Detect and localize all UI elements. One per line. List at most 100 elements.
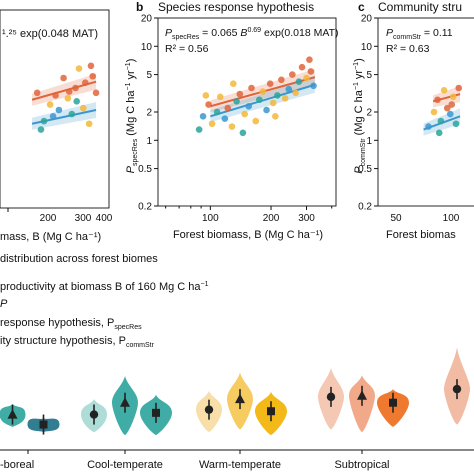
panel-c: c Community stru PcommStr = 0.11 R² = 0.… xyxy=(353,0,474,241)
panel-c-point xyxy=(452,120,460,128)
panel-b-point xyxy=(278,76,285,84)
panel-b-point xyxy=(216,93,224,101)
panel-b-xtick-label: 300 xyxy=(298,213,315,224)
panel-a-points xyxy=(33,62,100,133)
panel-a-point xyxy=(46,101,54,108)
panel-b-point xyxy=(289,71,296,78)
panel-b-point xyxy=(285,85,293,93)
panel-a: ¹.²⁵ exp(0.048 MAT) 200 300 400 mass, B … xyxy=(0,9,113,243)
panel-b-point xyxy=(263,106,270,114)
median-square-marker xyxy=(152,408,160,417)
panel-b-point xyxy=(202,92,210,99)
panel-a-point xyxy=(87,62,95,70)
panel-b: b Species response hypothesis PspecRes =… xyxy=(125,0,338,241)
panel-a-point xyxy=(33,89,41,97)
median-triangle-marker xyxy=(357,390,367,400)
panel-a-point xyxy=(68,110,76,118)
bottom-heading: distribution across forest biomes xyxy=(0,253,158,265)
panel-c-letter: c xyxy=(358,0,365,14)
panel-c-point xyxy=(446,110,454,118)
panel-b-ytick-label: 2 xyxy=(146,108,152,119)
violin-group-label: -boreal xyxy=(0,459,34,471)
median-circle-marker xyxy=(326,392,336,402)
panel-b-xtick-label: 100 xyxy=(202,213,219,224)
panel-c-point xyxy=(434,96,441,104)
panel-c-yticks: 0.2 0.5 1 2 5 10 20 xyxy=(358,14,378,213)
panel-c-ytick-label: 1 xyxy=(366,136,372,147)
panel-b-ytick-label: 20 xyxy=(141,14,153,25)
panel-c-point xyxy=(430,108,438,116)
violin-group-label: Warm-temperate xyxy=(199,459,281,471)
panel-a-xlabel: mass, B (Mg C ha⁻¹) xyxy=(0,231,101,243)
median-triangle-marker xyxy=(235,393,245,404)
panel-c-ytick-label: 2 xyxy=(366,108,372,119)
panel-b-point xyxy=(236,90,244,98)
panel-b-point xyxy=(230,80,237,88)
panel-b-point xyxy=(306,56,313,64)
panel-a-xtick-400: 400 xyxy=(96,213,113,224)
panel-c-ytick-label: 5 xyxy=(366,70,372,81)
panel-b-point xyxy=(233,97,240,105)
panel-b-point xyxy=(245,102,253,110)
panel-c-ytick-label: 0.5 xyxy=(358,164,372,175)
panel-b-point xyxy=(248,84,255,92)
panel-b-point xyxy=(295,78,303,86)
panel-c-xlabel: Forest biomas xyxy=(386,229,456,241)
panel-a-point xyxy=(72,84,79,92)
panel-c-point xyxy=(448,101,456,108)
panel-a-point xyxy=(65,88,73,95)
panel-c-xtick-50: 50 xyxy=(390,213,402,224)
panel-c-point xyxy=(437,117,445,125)
panel-b-xticks: 100 200 300 xyxy=(165,206,333,224)
panel-c-point xyxy=(455,84,463,92)
panel-c-point xyxy=(443,104,451,112)
panel-b-point xyxy=(274,92,281,99)
panel-b-yticks: 0.2 0.5 1 2 5 10 20 xyxy=(138,14,158,213)
panel-b-title: Species response hypothesis xyxy=(158,0,314,14)
panel-c-equation: PcommStr = 0.11 xyxy=(386,27,453,41)
panel-b-ytick-label: 0.5 xyxy=(138,164,152,175)
panel-a-point xyxy=(82,79,89,86)
panel-c-point xyxy=(449,93,457,101)
panel-a-point xyxy=(49,113,57,120)
panel-a-point xyxy=(79,104,87,112)
panel-c-point xyxy=(435,129,443,137)
panel-b-ytick-label: 1 xyxy=(146,136,152,147)
panel-a-point xyxy=(37,126,45,133)
panel-b-fits xyxy=(210,69,316,123)
panel-b-point xyxy=(224,104,232,112)
panel-a-frame xyxy=(0,9,110,209)
median-circle-marker xyxy=(89,410,99,419)
median-square-marker xyxy=(267,407,275,416)
panel-b-point xyxy=(241,110,248,118)
median-circle-marker xyxy=(204,405,214,414)
panel-c-points xyxy=(425,84,463,137)
panel-b-point xyxy=(259,88,267,95)
panel-c-ytick-label: 10 xyxy=(361,42,373,53)
panel-a-point xyxy=(73,97,81,105)
panel-b-point xyxy=(239,129,247,137)
panel-b-point xyxy=(213,108,221,116)
panel-b-point xyxy=(266,80,274,88)
panel-b-points xyxy=(195,56,317,137)
panel-b-ytick-label: 0.2 xyxy=(138,202,152,213)
panel-a-point xyxy=(85,120,93,128)
community-line: ity structure hypothesis, PcommStr xyxy=(0,335,155,349)
median-circle-marker xyxy=(452,384,462,394)
violin-panel xyxy=(0,347,470,436)
panel-b-point xyxy=(205,101,212,108)
panel-b-letter: b xyxy=(136,0,143,14)
panel-b-point xyxy=(307,68,315,75)
panel-a-equation: ¹.²⁵ exp(0.048 MAT) xyxy=(2,28,98,40)
panel-c-r2: R² = 0.63 xyxy=(386,43,430,55)
panel-c-xtick-100: 100 xyxy=(443,213,460,224)
panel-b-point xyxy=(208,120,216,128)
panel-b-point xyxy=(310,82,317,90)
panel-b-point xyxy=(252,117,260,125)
panel-b-xlabel: Forest biomass, B (Mg C ha⁻¹) xyxy=(173,229,323,241)
panel-b-point xyxy=(303,74,310,82)
panel-c-point xyxy=(440,87,448,94)
panel-b-point xyxy=(221,115,229,122)
median-triangle-marker xyxy=(120,397,130,407)
